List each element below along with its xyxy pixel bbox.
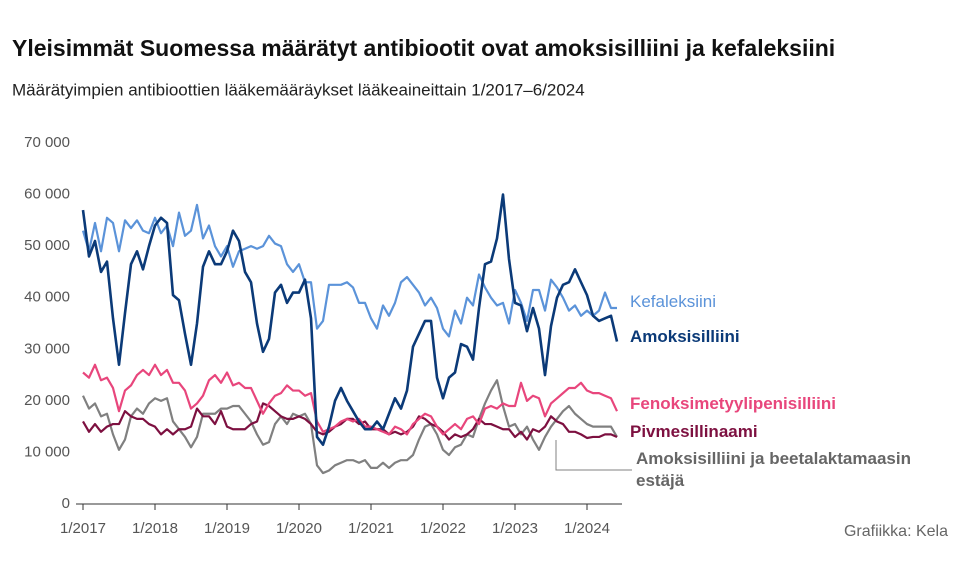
series-line xyxy=(82,402,618,441)
x-tick-label: 1/2023 xyxy=(492,520,538,537)
y-tick-label: 40 000 xyxy=(24,289,70,306)
x-tick-label: 1/2020 xyxy=(276,520,322,537)
y-tick-label: 20 000 xyxy=(24,392,70,409)
source: Grafiikka: Kela xyxy=(844,523,948,540)
series-line xyxy=(82,363,618,436)
y-tick-label: 30 000 xyxy=(24,340,70,357)
series-line xyxy=(82,379,618,475)
x-tick-label: 1/2022 xyxy=(420,520,466,537)
x-tick-label: 1/2024 xyxy=(564,520,610,537)
y-tick-label: 50 000 xyxy=(24,237,70,254)
series-label: Amoksisilliini xyxy=(630,327,740,346)
x-tick-label: 1/2019 xyxy=(204,520,250,537)
y-tick-label: 0 xyxy=(62,495,70,512)
x-tick-label: 1/2017 xyxy=(60,520,106,537)
series-label: Pivmesillinaami xyxy=(630,422,758,441)
x-tick-label: 1/2018 xyxy=(132,520,178,537)
series-label: Amoksisilliini ja beetalaktamaasin estäj… xyxy=(636,449,911,490)
y-tick-label: 10 000 xyxy=(24,443,70,460)
y-tick-label: 60 000 xyxy=(24,186,70,203)
x-tick-label: 1/2021 xyxy=(348,520,394,537)
chart-subtitle: Määrätyimpien antibioottien lääkemääräyk… xyxy=(12,80,585,99)
series-label: Fenoksimetyylipenisilliini xyxy=(630,394,836,413)
series-line xyxy=(81,193,619,446)
chart-title: Yleisimmät Suomessa määrätyt antibiootit… xyxy=(12,35,835,61)
series-label: Kefaleksiini xyxy=(630,292,716,311)
y-tick-label: 70 000 xyxy=(24,134,70,151)
leader-line xyxy=(555,440,632,471)
series-line xyxy=(81,203,617,338)
